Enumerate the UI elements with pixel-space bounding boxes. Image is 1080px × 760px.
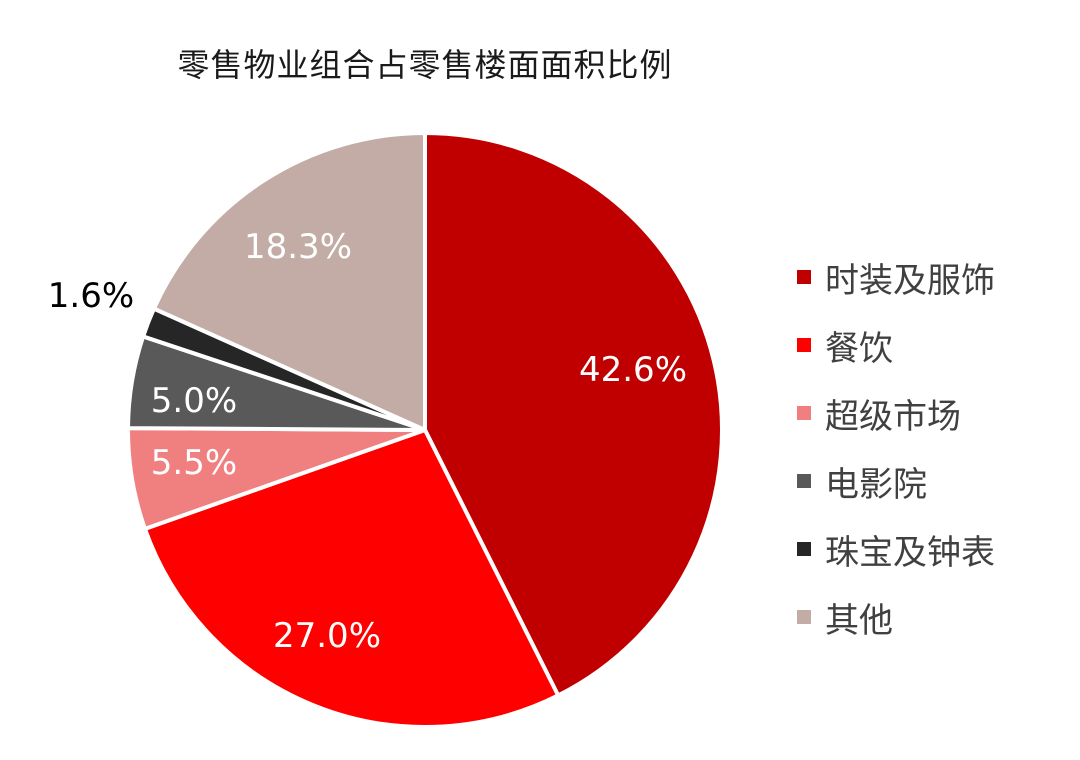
legend-item: 其他 bbox=[797, 583, 995, 651]
pie-slice-0 bbox=[423, 131, 724, 698]
legend-swatch bbox=[797, 270, 811, 284]
legend-item: 珠宝及钟表 bbox=[797, 515, 995, 583]
legend-swatch bbox=[797, 610, 811, 624]
pie-slice-label-5: 18.3% bbox=[244, 227, 352, 267]
legend-label: 其他 bbox=[825, 600, 893, 641]
pie-slice-label-0: 42.6% bbox=[579, 350, 687, 390]
pie-slice-label-2: 5.5% bbox=[151, 443, 237, 483]
legend-label: 餐饮 bbox=[825, 328, 893, 369]
pie-slice-label-3: 5.0% bbox=[151, 381, 237, 421]
legend-item: 时装及服饰 bbox=[797, 243, 995, 311]
legend-label: 时装及服饰 bbox=[825, 260, 995, 301]
pie-slice-1 bbox=[142, 428, 561, 729]
legend-label: 电影院 bbox=[825, 464, 927, 505]
legend-item: 餐饮 bbox=[797, 311, 995, 379]
legend: 时装及服饰餐饮超级市场电影院珠宝及钟表其他 bbox=[797, 243, 995, 651]
legend-swatch bbox=[797, 542, 811, 556]
pie-slice-labels: 42.6% 27.0% 5.5% 5.0% 1.6% 18.3% bbox=[48, 227, 687, 656]
legend-swatch bbox=[797, 406, 811, 420]
legend-swatch bbox=[797, 338, 811, 352]
legend-label: 超级市场 bbox=[825, 396, 961, 437]
pie-slices bbox=[126, 131, 724, 729]
pie-slice-5 bbox=[151, 131, 427, 432]
legend-item: 超级市场 bbox=[797, 379, 995, 447]
legend-swatch bbox=[797, 474, 811, 488]
legend-item: 电影院 bbox=[797, 447, 995, 515]
chart-title: 零售物业组合占零售楼面面积比例 bbox=[177, 46, 673, 84]
pie-slice-label-1: 27.0% bbox=[273, 616, 381, 656]
legend-label: 珠宝及钟表 bbox=[825, 532, 995, 573]
pie-slice-label-4: 1.6% bbox=[48, 276, 134, 316]
